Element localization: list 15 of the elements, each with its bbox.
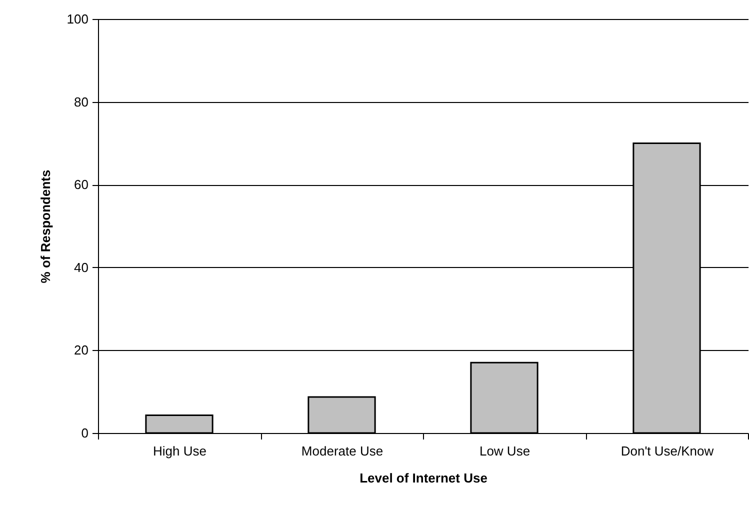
x-axis-title: Level of Internet Use bbox=[360, 470, 488, 486]
bar bbox=[308, 396, 376, 434]
y-tick-label: 80 bbox=[74, 94, 88, 110]
x-tick-label: Low Use bbox=[479, 444, 530, 458]
bar bbox=[470, 362, 538, 434]
y-tick-label: 100 bbox=[66, 12, 88, 26]
y-tick-label: 0 bbox=[81, 426, 88, 440]
x-tick-label: High Use bbox=[153, 444, 206, 458]
y-tick-label: 40 bbox=[74, 260, 88, 275]
y-tick-label: 60 bbox=[74, 177, 88, 192]
bar bbox=[145, 414, 214, 434]
y-tick-label: 20 bbox=[74, 342, 88, 358]
x-tick-label: Don't Use/Know bbox=[620, 444, 714, 458]
y-axis-title: % of Respondents bbox=[38, 170, 53, 284]
x-tick-label: Moderate Use bbox=[301, 444, 384, 458]
